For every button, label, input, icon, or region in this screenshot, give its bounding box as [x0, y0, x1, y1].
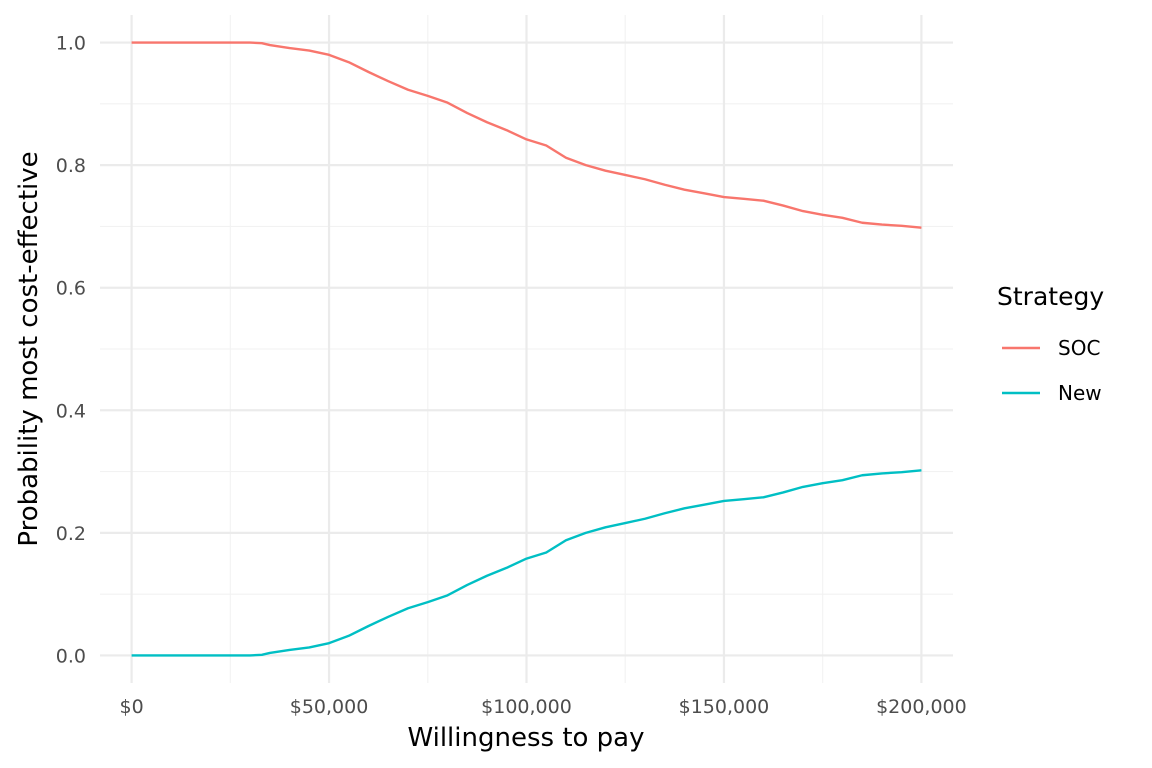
x-axis-title: Willingness to pay — [407, 723, 644, 753]
x-tick-label: $150,000 — [679, 696, 770, 718]
major-gridlines — [100, 15, 953, 683]
x-tick-label: $50,000 — [290, 696, 369, 718]
legend: Strategy SOC New — [997, 282, 1104, 405]
y-tick-label: 0.2 — [56, 523, 86, 545]
series-line-new — [131, 469, 922, 657]
y-tick-label: 0.0 — [56, 645, 86, 667]
y-axis-title: Probability most cost-effective — [14, 151, 44, 546]
y-tick-label: 0.4 — [56, 400, 86, 422]
legend-label-soc: SOC — [1058, 336, 1100, 360]
legend-title: Strategy — [997, 282, 1104, 311]
legend-label-new: New — [1058, 381, 1102, 405]
series-line-soc — [131, 41, 922, 229]
y-tick-label: 0.6 — [56, 278, 86, 300]
y-axis-ticks: 0.0 0.2 0.4 0.6 0.8 1.0 — [56, 33, 86, 668]
x-tick-label: $0 — [119, 696, 143, 718]
x-tick-label: $100,000 — [481, 696, 572, 718]
x-tick-label: $200,000 — [876, 696, 967, 718]
series-layer — [131, 41, 922, 657]
y-tick-label: 0.8 — [56, 155, 86, 177]
y-tick-label: 1.0 — [56, 33, 86, 55]
x-axis-ticks: $0 $50,000 $100,000 $150,000 $200,000 — [119, 696, 966, 718]
